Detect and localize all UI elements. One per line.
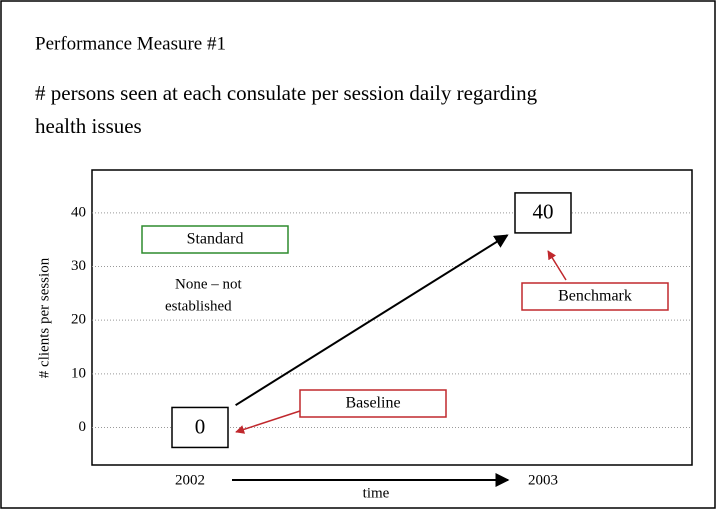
standard-note: None – not [175, 276, 242, 292]
x-tick-label: 2003 [528, 472, 558, 488]
standard-note: established [165, 298, 232, 314]
y-tick-label: 0 [79, 419, 87, 435]
benchmark-arrow [547, 250, 567, 281]
baseline-box [299, 389, 447, 418]
subtitle: # persons seen at each consulate per ses… [35, 81, 538, 105]
value-label: 0 [195, 414, 206, 438]
y-tick-label: 10 [71, 365, 86, 381]
standard-box [141, 225, 289, 254]
title: Performance Measure #1 [35, 33, 226, 54]
plot-area [91, 169, 693, 466]
y-tick-label: 40 [71, 204, 86, 220]
y-tick-label: 30 [71, 258, 86, 274]
value-box [514, 192, 572, 234]
y-tick-label: 20 [71, 312, 86, 328]
benchmark-box [521, 282, 669, 311]
x-tick-label: 2002 [175, 472, 205, 488]
value-box [171, 406, 229, 449]
y-axis-label: # clients per session [36, 257, 52, 378]
benchmark-label: Benchmark [558, 288, 632, 305]
value-label: 40 [533, 200, 554, 224]
subtitle: health issues [35, 114, 142, 138]
baseline-arrow [235, 410, 301, 434]
baseline-label: Baseline [345, 395, 400, 412]
standard-label: Standard [187, 231, 244, 248]
trend-arrow [235, 234, 509, 407]
x-axis-label: time [363, 485, 390, 501]
